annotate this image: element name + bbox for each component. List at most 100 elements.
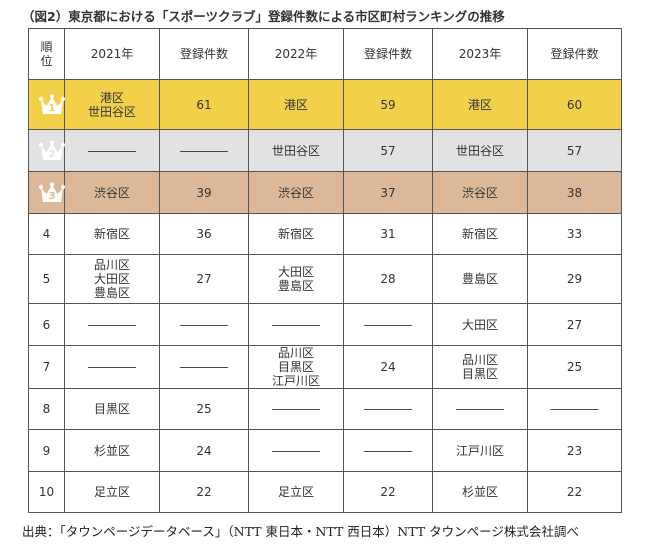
cell-line: 渋谷区 (93, 185, 130, 200)
cell-line: 足立区 (277, 485, 314, 499)
table-row: 4 新宿区 36 新宿区 31 新宿区 33 (28, 213, 622, 255)
rank-cell: 7 (28, 345, 65, 389)
count-2021-cell: 22 (159, 471, 249, 513)
cell-line: 港区 (99, 90, 124, 105)
area-2021-cell: ―――― (64, 303, 160, 346)
header-count-2023: 登録件数 (527, 28, 622, 80)
table-row: 9 杉並区 24 ―――― ―――― 江戸川区 23 (28, 429, 622, 472)
cell-line: 足立区 (93, 485, 130, 499)
cell-line: 25 (196, 402, 212, 416)
header-2022: 2022年 (248, 28, 344, 80)
rank-cell: 1 (28, 79, 65, 130)
table-row: 2 ―――― ―――― 世田谷区 57 世田谷区 57 (28, 129, 622, 172)
cell-line: 23 (566, 443, 583, 458)
figure-title: （図2）東京都における「スポーツクラブ」登録件数による市区町村ランキングの推移 (22, 9, 505, 24)
cell-line: 杉並区 (461, 485, 498, 499)
count-2023-cell: 25 (527, 345, 622, 389)
cell-line: 江戸川区 (271, 374, 320, 388)
cell-line: 江戸川区 (455, 443, 504, 458)
cell-line: 31 (380, 227, 396, 241)
area-2022-cell: 足立区 (248, 471, 344, 513)
count-2021-cell: 39 (159, 171, 249, 214)
area-2022-cell: 世田谷区 (248, 129, 344, 172)
rank-cell: 3 (28, 171, 65, 214)
cell-line: 品川区 (461, 353, 498, 367)
table-row: 8 目黒区 25 ―――― ―――― ―――― ―――― (28, 388, 622, 430)
count-2023-cell: 60 (527, 79, 622, 130)
cell-line: 57 (566, 143, 583, 158)
count-2022-cell: 24 (343, 345, 433, 389)
area-2022-cell: 新宿区 (248, 213, 344, 255)
count-2021-cell: 24 (159, 429, 249, 472)
cell-line: 豊島区 (93, 286, 130, 300)
area-2023-cell: 世田谷区 (432, 129, 528, 172)
area-2021-cell: 目黒区 (64, 388, 160, 430)
ranking-table: 順 位 2021年 登録件数 2022年 登録件数 2023年 登録件数 1 港区… (28, 28, 622, 513)
cell-line: 港区 (283, 97, 308, 112)
cell-line: 60 (566, 97, 583, 112)
cell-line: 59 (380, 97, 396, 112)
cell-line: 品川区 (277, 346, 314, 360)
area-2021-cell: 渋谷区 (64, 171, 160, 214)
count-2021-cell: 36 (159, 213, 249, 255)
crown-icon: 1 (39, 94, 65, 116)
cell-line: 27 (566, 317, 583, 332)
cell-line: 港区 (467, 97, 492, 112)
count-2022-cell: 28 (343, 254, 433, 304)
area-2023-cell: ―――― (432, 388, 528, 430)
rank-number: 3 (48, 190, 56, 202)
count-2023-cell: 23 (527, 429, 622, 472)
cell-line: 36 (196, 227, 212, 241)
area-2023-cell: 渋谷区 (432, 171, 528, 214)
cell-line: 杉並区 (93, 443, 130, 458)
rank-number: 2 (48, 148, 56, 160)
area-2021-cell: 杉並区 (64, 429, 160, 472)
area-2023-cell: 大田区 (432, 303, 528, 346)
cell-line: 22 (380, 485, 396, 499)
cell-line: ―――― (364, 317, 412, 332)
table-row: 7 ―――― ―――― 品川区 目黒区 江戸川区 24 品川区 目黒区 25 (28, 345, 622, 389)
count-2023-cell: ―――― (527, 388, 622, 430)
area-2021-cell: 新宿区 (64, 213, 160, 255)
cell-line: ―――― (550, 402, 599, 416)
area-2023-cell: 港区 (432, 79, 528, 130)
cell-line: 22 (566, 485, 583, 499)
table-row: 10 足立区 22 足立区 22 杉並区 22 (28, 471, 622, 513)
rank-cell: 2 (28, 129, 65, 172)
header-count-2021: 登録件数 (159, 28, 249, 80)
table-row: 6 ―――― ―――― ―――― ―――― 大田区 27 (28, 303, 622, 346)
count-2021-cell: 61 (159, 79, 249, 130)
count-2022-cell: 37 (343, 171, 433, 214)
count-2022-cell: ―――― (343, 303, 433, 346)
cell-line: ―――― (272, 402, 320, 416)
cell-line: ―――― (88, 143, 136, 158)
rank-cell: 10 (28, 471, 65, 513)
area-2022-cell: 港区 (248, 79, 344, 130)
count-2023-cell: 38 (527, 171, 622, 214)
count-2021-cell: ―――― (159, 129, 249, 172)
cell-line: ―――― (272, 443, 320, 458)
cell-line: 世田谷区 (271, 143, 320, 158)
area-2021-cell: 足立区 (64, 471, 160, 513)
cell-line: 新宿区 (277, 227, 314, 241)
source-note: 出典：「タウンページデータベース」（NTT 東日本・NTT 西日本）NTT タウ… (22, 524, 579, 539)
cell-line: 37 (380, 185, 396, 200)
header-rank: 順 位 (28, 28, 65, 80)
count-2021-cell: 25 (159, 388, 249, 430)
area-2022-cell: 品川区 目黒区 江戸川区 (248, 345, 344, 389)
cell-line: ―――― (364, 443, 412, 458)
cell-line: 27 (196, 272, 212, 286)
area-2023-cell: 品川区 目黒区 (432, 345, 528, 389)
area-2022-cell: ―――― (248, 303, 344, 346)
cell-line: 大田区 (93, 272, 130, 286)
area-2022-cell: ―――― (248, 429, 344, 472)
cell-line: 目黒区 (277, 360, 314, 374)
rank-cell: 8 (28, 388, 65, 430)
cell-line: ―――― (364, 402, 412, 416)
count-2022-cell: 57 (343, 129, 433, 172)
cell-line: 豊島区 (461, 272, 498, 286)
count-2021-cell: ―――― (159, 345, 249, 389)
cell-line: ―――― (456, 402, 504, 416)
cell-line: ―――― (180, 143, 228, 158)
cell-line: 豊島区 (277, 279, 314, 293)
